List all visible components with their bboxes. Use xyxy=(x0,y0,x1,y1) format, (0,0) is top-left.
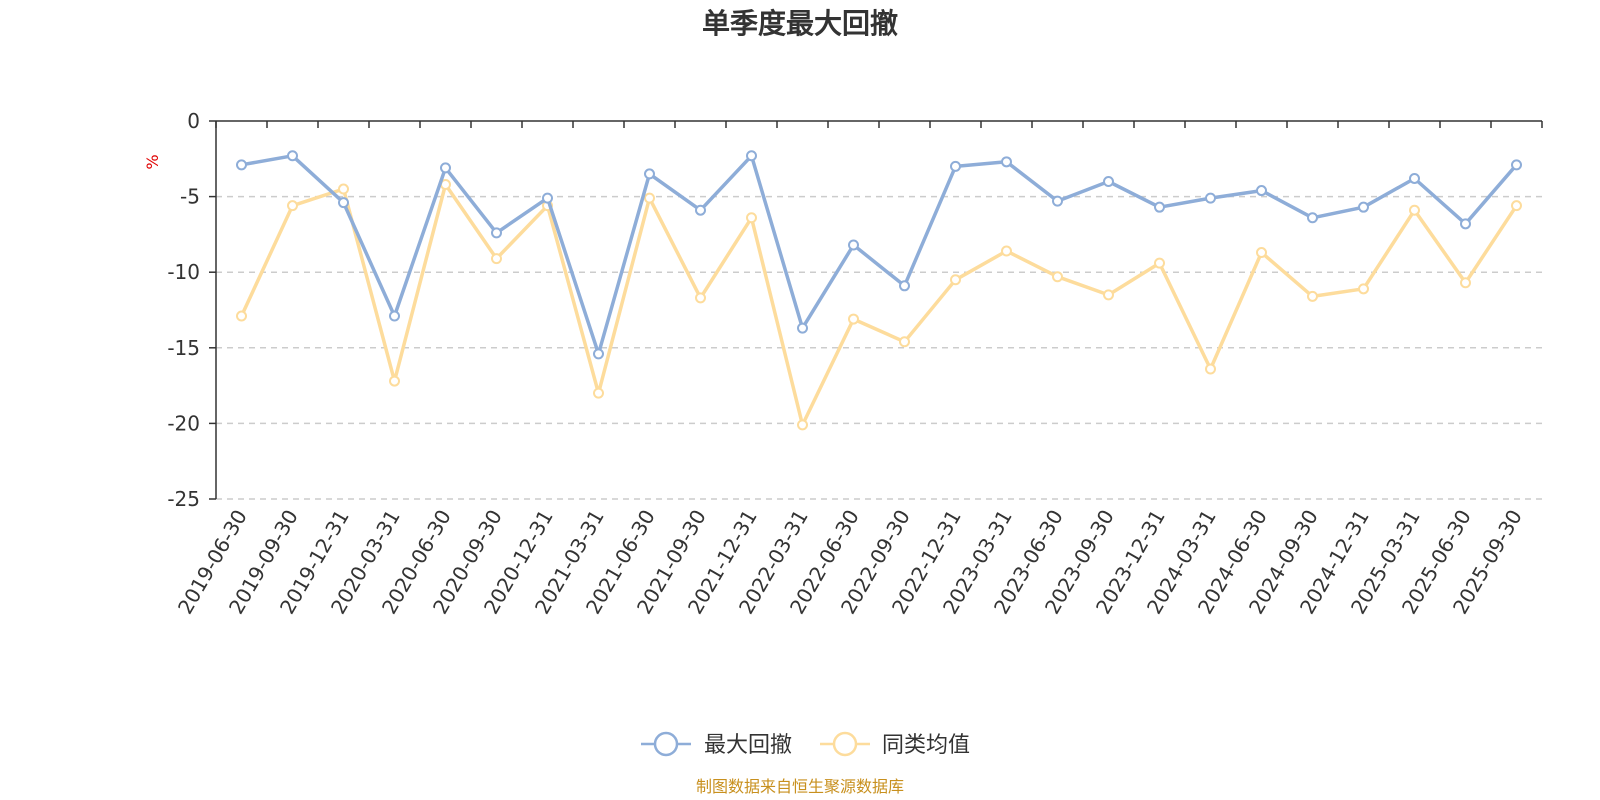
data-point[interactable] xyxy=(950,160,961,172)
data-point[interactable] xyxy=(287,200,298,212)
y-tick-label: -20 xyxy=(167,411,200,435)
data-point[interactable] xyxy=(389,310,400,322)
legend[interactable]: 最大回撤 同类均值 xyxy=(641,731,970,758)
data-point[interactable] xyxy=(593,348,604,360)
data-point[interactable] xyxy=(1001,245,1012,257)
series-line xyxy=(241,154,1518,356)
data-point[interactable] xyxy=(644,192,655,204)
y-tick-label: -15 xyxy=(167,336,200,360)
data-point[interactable] xyxy=(1409,172,1420,184)
data-point[interactable] xyxy=(1052,271,1063,283)
data-point[interactable] xyxy=(1358,283,1369,295)
data-point[interactable] xyxy=(899,336,910,348)
data-point[interactable] xyxy=(797,322,808,334)
data-point[interactable] xyxy=(1103,289,1114,301)
data-point[interactable] xyxy=(695,204,706,216)
legend-marker xyxy=(653,731,679,757)
data-point[interactable] xyxy=(1511,159,1522,171)
data-point[interactable] xyxy=(1256,247,1267,259)
data-point[interactable] xyxy=(1154,201,1165,213)
legend-label: 同类均值 xyxy=(882,733,970,758)
data-point[interactable] xyxy=(1511,200,1522,212)
series-0 xyxy=(236,150,1522,360)
data-point[interactable] xyxy=(542,192,553,204)
y-tick-label: -10 xyxy=(167,260,200,284)
series-line xyxy=(239,182,1518,427)
data-point[interactable] xyxy=(746,212,757,224)
y-axis-unit: % xyxy=(143,154,162,169)
legend-label: 最大回撤 xyxy=(704,733,792,758)
y-tick-label: 0 xyxy=(187,109,200,133)
data-point[interactable] xyxy=(746,150,757,162)
data-point[interactable] xyxy=(1307,212,1318,224)
source-note: 制图数据来自恒生聚源数据库 xyxy=(696,777,904,796)
grid-lines xyxy=(216,195,1542,500)
data-point[interactable] xyxy=(1052,195,1063,207)
y-tick-label: -5 xyxy=(180,185,200,209)
data-point[interactable] xyxy=(338,197,349,209)
data-point[interactable] xyxy=(848,239,859,251)
data-point[interactable] xyxy=(1103,175,1114,187)
data-point[interactable] xyxy=(1256,185,1267,197)
data-point[interactable] xyxy=(491,227,502,239)
data-point[interactable] xyxy=(440,162,451,174)
data-point[interactable] xyxy=(950,274,961,286)
data-point[interactable] xyxy=(1409,204,1420,216)
data-point[interactable] xyxy=(236,310,247,322)
data-point[interactable] xyxy=(593,387,604,399)
data-point[interactable] xyxy=(236,159,247,171)
data-point[interactable] xyxy=(797,419,808,431)
data-point[interactable] xyxy=(1460,218,1471,230)
data-point[interactable] xyxy=(1205,363,1216,375)
data-point[interactable] xyxy=(1358,201,1369,213)
data-point[interactable] xyxy=(287,150,298,162)
data-point[interactable] xyxy=(695,292,706,304)
series-lines xyxy=(236,150,1522,431)
data-point[interactable] xyxy=(899,280,910,292)
axes: 0-5-10-15-20-252019-06-302019-09-302019-… xyxy=(167,109,1543,618)
data-point[interactable] xyxy=(644,168,655,180)
data-point[interactable] xyxy=(848,313,859,325)
data-point[interactable] xyxy=(1154,257,1165,269)
data-point[interactable] xyxy=(338,183,349,195)
data-point[interactable] xyxy=(1307,290,1318,302)
data-point[interactable] xyxy=(1205,192,1216,204)
data-point[interactable] xyxy=(1460,277,1471,289)
chart-title: 单季度最大回撤 xyxy=(702,7,898,40)
legend-item-1[interactable]: 同类均值 xyxy=(820,731,970,758)
data-point[interactable] xyxy=(491,253,502,265)
data-point[interactable] xyxy=(389,375,400,387)
legend-marker xyxy=(832,731,858,757)
y-tick-label: -25 xyxy=(167,487,200,511)
legend-item-0[interactable]: 最大回撤 xyxy=(641,731,792,758)
data-point[interactable] xyxy=(1001,156,1012,168)
